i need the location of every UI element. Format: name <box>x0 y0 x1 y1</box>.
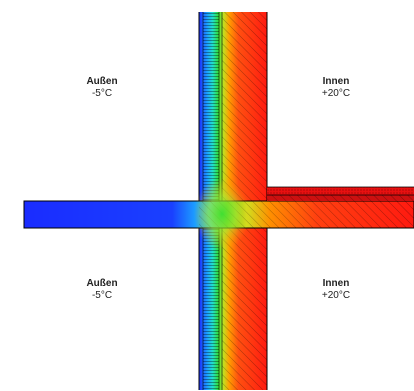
junction-blend <box>194 178 250 250</box>
zone-outside-bottom: Außen -5°C <box>72 278 132 302</box>
zone-outside-top-temp: -5°C <box>91 88 113 99</box>
floor-insulation-hatch <box>267 195 414 201</box>
zone-inside-bottom: Innen +20°C <box>306 278 366 302</box>
zone-inside-bottom-name: Innen <box>322 278 350 289</box>
floor-buildup <box>267 186 414 201</box>
zone-inside-top-temp: +20°C <box>321 88 351 99</box>
floor-screed <box>267 187 414 195</box>
zone-outside-top-name: Außen <box>86 76 118 87</box>
zone-outside-bottom-name: Außen <box>86 278 118 289</box>
zone-outside-bottom-temp: -5°C <box>91 290 113 301</box>
zone-inside-top: Innen +20°C <box>306 76 366 100</box>
zone-inside-bottom-temp: +20°C <box>321 290 351 301</box>
zone-inside-top-name: Innen <box>322 76 350 87</box>
zone-outside-top: Außen -5°C <box>72 76 132 100</box>
